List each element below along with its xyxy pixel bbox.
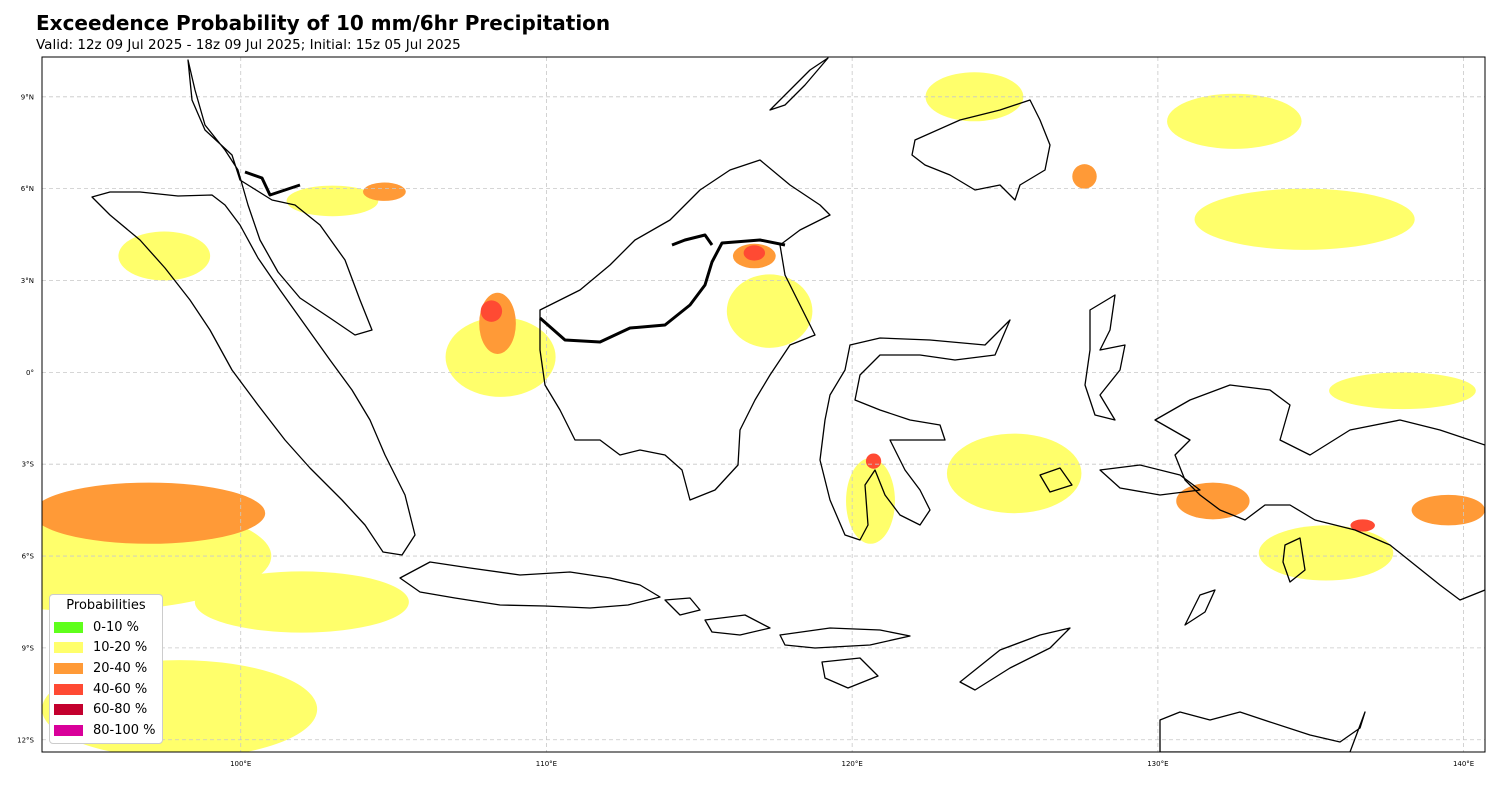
border-malaysia-thailand xyxy=(244,170,301,197)
legend-swatch xyxy=(54,724,83,736)
legend: Probabilities 0-10 % 10-20 % 20-40 % 40-60 … xyxy=(49,594,163,744)
coastline-tanimbar xyxy=(1184,589,1216,626)
coastline-palawan xyxy=(769,57,829,111)
probability-region xyxy=(1258,525,1394,581)
legend-item: 40-60 % xyxy=(50,679,162,700)
legend-item: 0-10 % xyxy=(50,617,162,638)
coastline-sulawesi xyxy=(819,319,1011,541)
legend-item: 10-20 % xyxy=(50,638,162,659)
legend-label: 0-10 % xyxy=(93,619,139,635)
legend-title: Probabilities xyxy=(66,598,146,613)
map-subtitle: Valid: 12z 09 Jul 2025 - 18z 09 Jul 2025… xyxy=(36,37,461,53)
probability-region xyxy=(1072,164,1097,189)
coastline-mindanao xyxy=(911,99,1051,201)
probability-region xyxy=(286,185,379,217)
lat-tick-label: 0° xyxy=(26,369,34,377)
legend-item: 60-80 % xyxy=(50,699,162,720)
probability-region xyxy=(743,245,766,261)
lat-tick-label: 12°S xyxy=(17,736,34,744)
lon-tick-label: 130°E xyxy=(1147,760,1168,768)
coastline-australia-north xyxy=(1159,711,1366,752)
lon-tick-label: 110°E xyxy=(536,760,557,768)
legend-item: 80-100 % xyxy=(50,720,162,741)
coastline-bali-lombok xyxy=(664,597,701,616)
coastline-sumba xyxy=(821,657,879,689)
legend-label: 10-20 % xyxy=(93,640,148,656)
legend-label: 40-60 % xyxy=(93,681,148,697)
probability-region xyxy=(445,317,556,397)
axis-ticks: 100°E 110°E 120°E 130°E 140°E 9°N 6°N 3°N 0° 3°S 6… xyxy=(17,93,1474,768)
probability-region xyxy=(480,300,503,322)
coastline-sumbawa xyxy=(704,614,771,636)
coastline-halmahera xyxy=(1084,294,1126,421)
probability-region xyxy=(1329,372,1476,410)
coastline-malay-peninsula xyxy=(187,59,373,336)
legend-swatch xyxy=(54,683,83,695)
legend-swatch xyxy=(54,662,83,674)
coastline-buru xyxy=(1039,467,1073,493)
probability-region xyxy=(1194,188,1415,250)
lat-tick-label: 3°S xyxy=(22,461,35,469)
coastline-new-guinea xyxy=(1154,384,1485,601)
coastline-flores xyxy=(779,627,911,649)
lat-tick-label: 6°N xyxy=(21,185,34,193)
coastline-java xyxy=(399,561,661,609)
legend-label: 80-100 % xyxy=(93,722,156,738)
lon-tick-label: 100°E xyxy=(230,760,251,768)
map-title: Exceedence Probability of 10 mm/6hr Prec… xyxy=(36,11,611,35)
probability-region xyxy=(1167,93,1302,149)
legend-label: 60-80 % xyxy=(93,702,148,718)
probability-region xyxy=(118,231,211,281)
probability-region xyxy=(42,482,266,544)
probability-region xyxy=(194,571,409,633)
border-kalimantan-north xyxy=(671,233,714,247)
lat-tick-label: 9°S xyxy=(22,644,35,652)
probability-region xyxy=(363,182,406,201)
coastline-seram xyxy=(1099,464,1201,496)
lat-tick-label: 6°S xyxy=(22,553,35,561)
border-kalimantan xyxy=(539,238,786,344)
probability-region xyxy=(865,453,882,469)
coastline-sumatra xyxy=(91,191,416,556)
lon-tick-label: 140°E xyxy=(1453,760,1474,768)
probability-region xyxy=(479,292,516,354)
legend-label: 20-40 % xyxy=(93,660,148,676)
legend-swatch xyxy=(54,642,83,654)
gridlines xyxy=(42,57,1485,752)
national-borders xyxy=(244,170,786,344)
coastline-timor xyxy=(959,627,1071,691)
probability-region xyxy=(1350,519,1375,532)
probability-region xyxy=(946,433,1082,514)
legend-swatch xyxy=(54,621,83,633)
probability-region xyxy=(1411,494,1485,526)
legend-swatch xyxy=(54,704,83,716)
coastline-borneo xyxy=(539,159,831,501)
lon-tick-label: 120°E xyxy=(842,760,863,768)
coastlines xyxy=(91,57,1485,752)
probability-region xyxy=(1176,482,1250,520)
coastline-aru xyxy=(1282,537,1306,583)
legend-item: 20-40 % xyxy=(50,658,162,679)
probability-region xyxy=(726,274,813,348)
lat-tick-label: 3°N xyxy=(21,277,34,285)
probability-region xyxy=(846,458,895,544)
lat-tick-label: 9°N xyxy=(21,93,34,101)
map-frame xyxy=(41,56,1486,753)
probability-field xyxy=(42,72,1485,752)
